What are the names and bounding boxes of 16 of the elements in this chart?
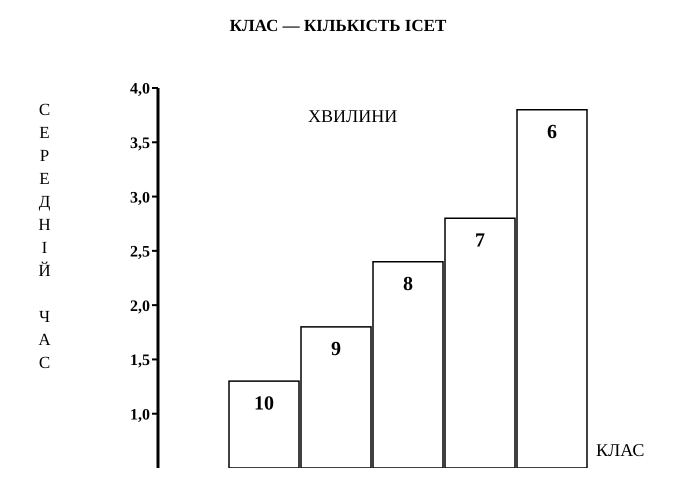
- x-tick-label: 9: [331, 338, 341, 360]
- annotation: ХВИЛИНИ: [308, 106, 398, 127]
- y-tick-label: 3,0: [130, 189, 150, 206]
- y-tick-label: 2,0: [130, 298, 150, 315]
- chart-title: КЛАС — КІЛЬКІСТЬ ІСЕТ: [228, 16, 448, 36]
- x-axis-title: КЛАС: [596, 440, 644, 461]
- x-tick-label: 10: [254, 392, 274, 414]
- y-tick-label: 1,5: [130, 352, 150, 370]
- x-tick-label: 7: [475, 229, 485, 252]
- y-tick-label: 2,5: [130, 244, 150, 261]
- y-tick-label: 1,0: [130, 406, 150, 424]
- x-tick-label: 6: [547, 120, 557, 143]
- y-tick-label: 4,0: [130, 80, 150, 98]
- y-tick-label: 3,5: [130, 134, 150, 152]
- y-axis-title: СЕРЕДНІЙ ЧАС: [35, 100, 54, 376]
- x-tick-label: 8: [403, 272, 413, 295]
